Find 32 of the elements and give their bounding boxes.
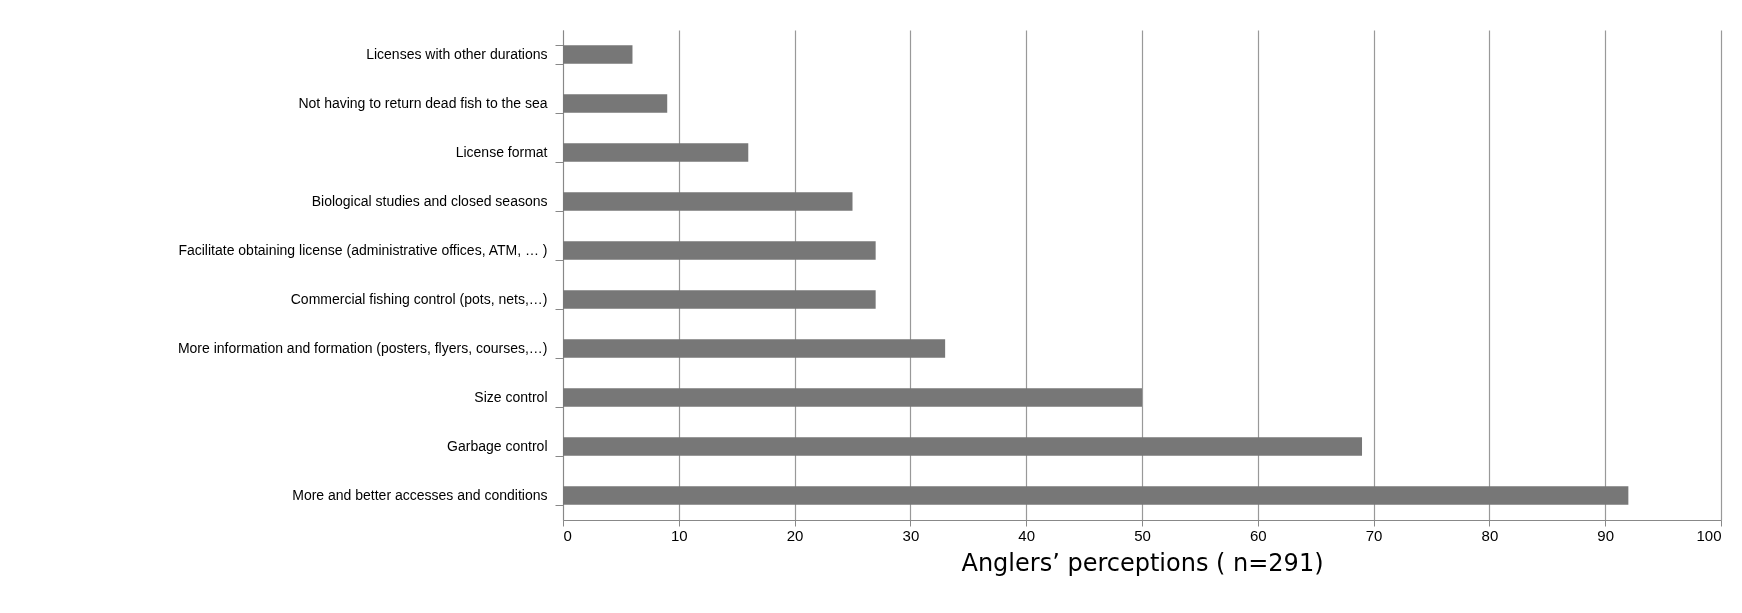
- y-tick-label: Not having to return dead fish to the sea: [298, 95, 548, 111]
- bar: [563, 192, 853, 211]
- y-tick-label: More and better accesses and conditions: [292, 487, 548, 503]
- bar: [563, 143, 749, 162]
- x-tick-label: 60: [1249, 526, 1267, 544]
- x-tick-label: 70: [1365, 526, 1383, 544]
- bar: [563, 45, 633, 64]
- x-tick-label: 30: [902, 526, 920, 544]
- y-tick-label: Licenses with other durations: [366, 46, 548, 62]
- y-tick-label: More information and formation (posters, flyers, courses,…): [177, 340, 548, 356]
- bar: [563, 388, 1142, 407]
- y-tick-label: Biological studies and closed seasons: [311, 193, 548, 209]
- x-tick-label: 10: [670, 526, 688, 544]
- bar: [563, 486, 1629, 505]
- x-axis-title: Anglers’ perceptions ( n=291): [961, 548, 1324, 577]
- x-tick-label: 50: [1134, 526, 1151, 544]
- bar: [563, 290, 876, 309]
- x-tick-label: 80: [1481, 526, 1499, 544]
- bar: [563, 437, 1363, 456]
- x-tick-label: 20: [786, 526, 804, 544]
- y-tick-label: Garbage control: [447, 438, 548, 454]
- y-tick-label: Size control: [474, 389, 548, 405]
- x-tick-label: 0: [563, 526, 572, 544]
- x-tick-label: 90: [1597, 526, 1615, 544]
- y-tick-label: Commercial fishing control (pots, nets,…): [290, 291, 548, 307]
- x-tick-label: 100: [1696, 526, 1722, 544]
- bar: [563, 94, 668, 113]
- y-tick-label: License format: [455, 144, 548, 160]
- x-tick-label: 40: [1018, 526, 1036, 544]
- y-tick-label: Facilitate obtaining license (administrative offices, ATM, … ): [178, 242, 548, 258]
- bar: [563, 241, 876, 260]
- bar: [563, 339, 946, 358]
